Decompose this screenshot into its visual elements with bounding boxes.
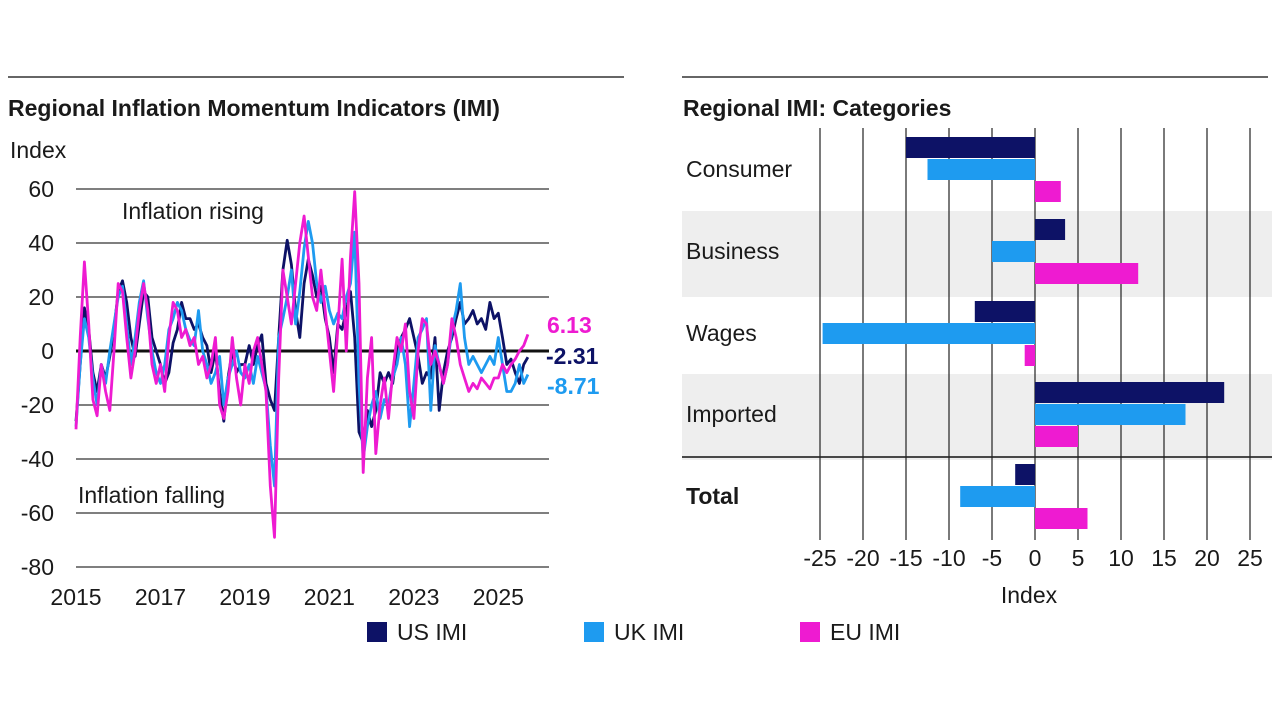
y-tick-label: -20 <box>21 392 54 418</box>
x-tick-label: 2017 <box>135 584 186 610</box>
bar-x-tick-label: 15 <box>1151 545 1177 571</box>
line-chart-title: Regional Inflation Momentum Indicators (… <box>8 95 500 121</box>
legend-label-eu: EU IMI <box>830 619 900 645</box>
x-tick-label: 2015 <box>50 584 101 610</box>
series-line-uk <box>74 220 530 488</box>
line-chart-y-ticks: 60 40 20 0 -20 -40 -60 -80 <box>21 176 54 580</box>
bar-imported-uk <box>1035 404 1186 425</box>
bar-business-us <box>1035 219 1066 240</box>
legend: US IMI UK IMI EU IMI <box>367 619 900 645</box>
series-line-eu <box>74 190 530 539</box>
bar-x-tick-label: 0 <box>1029 545 1042 571</box>
bar-x-tick-label: -20 <box>846 545 879 571</box>
bar-consumer-us <box>906 137 1035 158</box>
y-tick-label: 20 <box>28 284 54 310</box>
bar-wages-uk <box>822 323 1035 344</box>
y-tick-label: -40 <box>21 446 54 472</box>
bar-consumer-uk <box>927 159 1035 180</box>
category-label: Imported <box>686 401 777 427</box>
bar-wages-us <box>974 301 1035 322</box>
category-label: Consumer <box>686 156 792 182</box>
legend-swatch-uk <box>584 622 604 642</box>
line-chart-series <box>74 190 530 539</box>
bar-x-tick-label: -10 <box>932 545 965 571</box>
legend-label-us: US IMI <box>397 619 467 645</box>
bar-wages-eu <box>1024 345 1035 366</box>
x-tick-label: 2019 <box>219 584 270 610</box>
bar-imported-us <box>1035 382 1225 403</box>
bar-total-us <box>1015 464 1035 485</box>
bar-chart-panel: Regional IMI: Categories Consumer Busines… <box>682 76 1272 608</box>
end-label-uk: -8.71 <box>547 373 600 399</box>
line-chart-end-labels: 6.13 -2.31 -8.71 <box>546 312 600 399</box>
y-tick-label: 60 <box>28 176 54 202</box>
bar-x-tick-label: 20 <box>1194 545 1220 571</box>
bar-total-uk <box>960 486 1035 507</box>
legend-swatch-eu <box>800 622 820 642</box>
bar-chart-categories: Consumer Business Wages Imported Total <box>686 156 792 509</box>
bar-chart-x-ticks: -25 -20 -15 -10 -5 0 5 10 15 20 25 <box>803 545 1262 571</box>
y-tick-label: 0 <box>41 338 54 364</box>
bar-business-uk <box>992 241 1035 262</box>
line-chart-x-ticks: 2015 2017 2019 2021 2023 2025 <box>50 584 523 610</box>
bar-imported-eu <box>1035 426 1078 447</box>
bar-x-tick-label: -25 <box>803 545 836 571</box>
bar-x-tick-label: 25 <box>1237 545 1263 571</box>
bar-x-tick-label: -15 <box>889 545 922 571</box>
category-label: Wages <box>686 320 757 346</box>
bar-chart-xlabel: Index <box>1001 582 1058 608</box>
band-business <box>682 211 1272 297</box>
line-chart-ylabel: Index <box>10 137 67 163</box>
bar-x-tick-label: 5 <box>1072 545 1085 571</box>
line-chart-panel: Regional Inflation Momentum Indicators (… <box>8 76 624 610</box>
category-label: Total <box>686 483 739 509</box>
bar-x-tick-label: -5 <box>982 545 1002 571</box>
category-label: Business <box>686 238 779 264</box>
bar-chart-title: Regional IMI: Categories <box>683 95 951 121</box>
end-label-eu: 6.13 <box>547 312 592 338</box>
bar-business-eu <box>1035 263 1139 284</box>
bar-total-eu <box>1035 508 1088 529</box>
x-tick-label: 2023 <box>388 584 439 610</box>
legend-swatch-us <box>367 622 387 642</box>
x-tick-label: 2021 <box>304 584 355 610</box>
y-tick-label: 40 <box>28 230 54 256</box>
bar-chart-bars <box>822 137 1225 529</box>
bar-x-tick-label: 10 <box>1108 545 1134 571</box>
y-tick-label: -80 <box>21 554 54 580</box>
annotation-inflation-rising: Inflation rising <box>122 198 264 224</box>
x-tick-label: 2025 <box>473 584 524 610</box>
y-tick-label: -60 <box>21 500 54 526</box>
end-label-us: -2.31 <box>546 343 599 369</box>
legend-label-uk: UK IMI <box>614 619 684 645</box>
annotation-inflation-falling: Inflation falling <box>78 482 225 508</box>
bar-consumer-eu <box>1035 181 1061 202</box>
